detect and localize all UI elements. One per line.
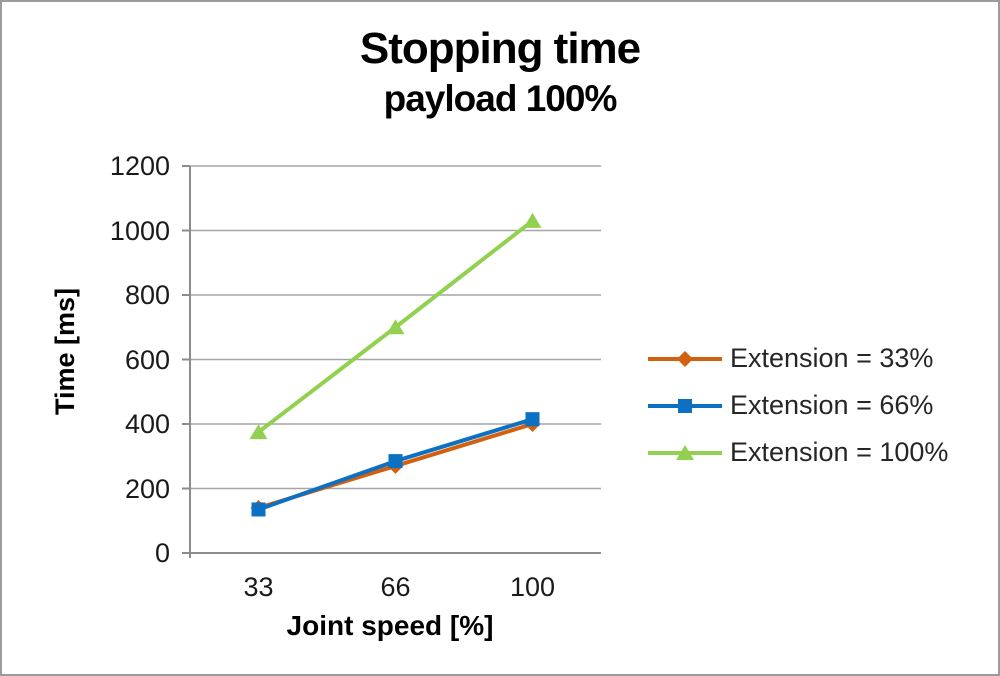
- x-tick-label: 66: [380, 572, 411, 602]
- legend-label: Extension = 33%: [730, 343, 934, 373]
- x-tick-label: 33: [243, 572, 274, 602]
- y-axis-title: Time [ms]: [50, 288, 80, 416]
- y-tick-label: 1000: [109, 215, 170, 246]
- square-marker: [388, 454, 403, 469]
- legend-label: Extension = 66%: [730, 390, 934, 420]
- y-tick-label: 200: [124, 473, 170, 504]
- x-tick-label: 100: [509, 572, 556, 602]
- legend: Extension = 33% Extension = 66% Extension …: [648, 335, 948, 476]
- triangle-marker: [523, 212, 542, 228]
- chart-title: Stopping time: [359, 24, 641, 73]
- triangle-marker: [249, 424, 268, 440]
- series-extension-100-: [249, 212, 542, 440]
- triangle-marker: [676, 444, 694, 460]
- triangle-marker: [386, 319, 405, 335]
- legend-key-diamond-icon: [648, 350, 722, 367]
- y-tick-label: 0: [154, 538, 170, 568]
- square-marker: [525, 412, 540, 427]
- square-marker: [678, 398, 692, 413]
- series-extension-66-: [251, 412, 540, 517]
- chart-subtitle: payload 100%: [383, 78, 618, 119]
- legend-key-triangle-icon: [648, 444, 722, 460]
- legend-item: Extension = 100%: [648, 429, 948, 476]
- legend-item: Extension = 66%: [648, 382, 948, 429]
- y-tick-label: 1200: [109, 151, 170, 181]
- y-tick-label: 600: [124, 344, 170, 375]
- y-tick-label: 800: [124, 280, 170, 310]
- diamond-marker: [677, 350, 693, 367]
- y-tick-label: 400: [124, 409, 170, 439]
- legend-key-square-icon: [648, 398, 722, 413]
- x-axis-title: Joint speed [%]: [286, 610, 494, 641]
- square-marker: [251, 502, 266, 517]
- legend-item: Extension = 33%: [648, 335, 948, 382]
- legend-label: Extension = 100%: [730, 437, 949, 467]
